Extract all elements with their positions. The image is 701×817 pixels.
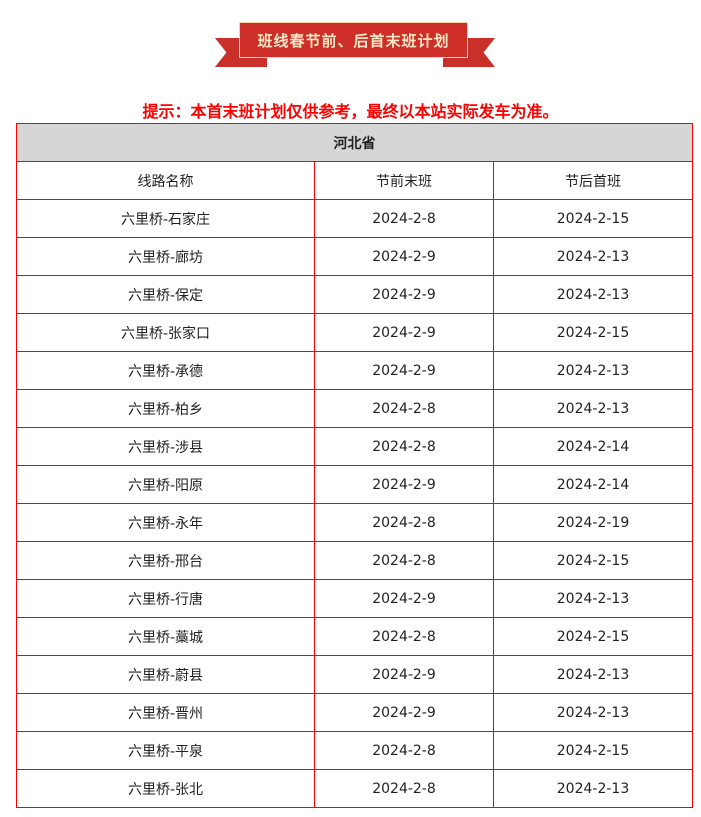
route-name: 六里桥-邢台 — [16, 541, 315, 580]
last-before-festival: 2024-2-9 — [314, 693, 494, 732]
table-row: 六里桥-邢台 2024-2-8 2024-2-15 — [16, 541, 694, 580]
table-row: 六里桥-柏乡 2024-2-8 2024-2-13 — [16, 389, 694, 428]
last-before-festival: 2024-2-8 — [314, 389, 494, 428]
title-banner: 班线春节前、后首末班计划 — [0, 0, 701, 80]
last-before-festival: 2024-2-9 — [314, 465, 494, 504]
route-name: 六里桥-永年 — [16, 503, 315, 542]
route-name: 六里桥-晋州 — [16, 693, 315, 732]
table-row: 六里桥-张家口 2024-2-9 2024-2-15 — [16, 313, 694, 352]
header-last-before: 节前末班 — [314, 161, 494, 200]
table-row: 六里桥-行唐 2024-2-9 2024-2-13 — [16, 579, 694, 618]
route-name: 六里桥-保定 — [16, 275, 315, 314]
first-after-festival: 2024-2-14 — [492, 465, 694, 504]
table-row: 六里桥-保定 2024-2-9 2024-2-13 — [16, 275, 694, 314]
first-after-festival: 2024-2-13 — [492, 275, 694, 314]
first-after-festival: 2024-2-13 — [492, 389, 694, 428]
first-after-festival: 2024-2-15 — [492, 313, 694, 352]
first-after-festival: 2024-2-15 — [492, 541, 694, 580]
table-row: 六里桥-永年 2024-2-8 2024-2-19 — [16, 503, 694, 542]
last-before-festival: 2024-2-8 — [314, 503, 494, 542]
last-before-festival: 2024-2-9 — [314, 275, 494, 314]
first-after-festival: 2024-2-13 — [492, 237, 694, 276]
first-after-festival: 2024-2-13 — [492, 769, 694, 808]
route-name: 六里桥-张北 — [16, 769, 315, 808]
last-before-festival: 2024-2-9 — [314, 655, 494, 694]
route-name: 六里桥-柏乡 — [16, 389, 315, 428]
header-row: 线路名称 节前末班 节后首班 — [16, 161, 694, 200]
route-name: 六里桥-平泉 — [16, 731, 315, 770]
last-before-festival: 2024-2-8 — [314, 427, 494, 466]
last-before-festival: 2024-2-8 — [314, 731, 494, 770]
last-before-festival: 2024-2-8 — [314, 617, 494, 656]
first-after-festival: 2024-2-13 — [492, 579, 694, 618]
table-row: 六里桥-涉县 2024-2-8 2024-2-14 — [16, 427, 694, 466]
route-name: 六里桥-行唐 — [16, 579, 315, 618]
last-before-festival: 2024-2-8 — [314, 199, 494, 238]
first-after-festival: 2024-2-15 — [492, 617, 694, 656]
first-after-festival: 2024-2-13 — [492, 693, 694, 732]
route-name: 六里桥-廊坊 — [16, 237, 315, 276]
schedule-table: 河北省 线路名称 节前末班 节后首班 六里桥-石家庄 2024-2-8 2024-2… — [15, 123, 694, 808]
last-before-festival: 2024-2-9 — [314, 351, 494, 390]
banner-title: 班线春节前、后首末班计划 — [239, 22, 468, 58]
last-before-festival: 2024-2-9 — [314, 237, 494, 276]
notice-text: 提示：本首末班计划仅供参考，最终以本站实际发车为准。 — [142, 102, 559, 121]
last-before-festival: 2024-2-8 — [314, 541, 494, 580]
first-after-festival: 2024-2-14 — [492, 427, 694, 466]
first-after-festival: 2024-2-15 — [492, 199, 694, 238]
table-row: 六里桥-平泉 2024-2-8 2024-2-15 — [16, 731, 694, 770]
first-after-festival: 2024-2-19 — [492, 503, 694, 542]
table-row: 六里桥-承德 2024-2-9 2024-2-13 — [16, 351, 694, 390]
table-row: 六里桥-晋州 2024-2-9 2024-2-13 — [16, 693, 694, 732]
route-name: 六里桥-石家庄 — [16, 199, 315, 238]
header-first-after: 节后首班 — [492, 161, 694, 200]
route-name: 六里桥-承德 — [16, 351, 315, 390]
first-after-festival: 2024-2-15 — [492, 731, 694, 770]
last-before-festival: 2024-2-9 — [314, 579, 494, 618]
route-name: 六里桥-张家口 — [16, 313, 315, 352]
route-name: 六里桥-涉县 — [16, 427, 315, 466]
table-row: 六里桥-阳原 2024-2-9 2024-2-14 — [16, 465, 694, 504]
header-route: 线路名称 — [16, 161, 315, 200]
province-name: 河北省 — [15, 123, 694, 162]
table-row: 六里桥-蔚县 2024-2-9 2024-2-13 — [16, 655, 694, 694]
table-row: 六里桥-廊坊 2024-2-9 2024-2-13 — [16, 237, 694, 276]
table-row: 六里桥-张北 2024-2-8 2024-2-13 — [16, 769, 694, 808]
province-row: 河北省 — [15, 123, 694, 162]
first-after-festival: 2024-2-13 — [492, 351, 694, 390]
first-after-festival: 2024-2-13 — [492, 655, 694, 694]
route-name: 六里桥-藁城 — [16, 617, 315, 656]
route-name: 六里桥-阳原 — [16, 465, 315, 504]
table-row: 六里桥-藁城 2024-2-8 2024-2-15 — [16, 617, 694, 656]
route-name: 六里桥-蔚县 — [16, 655, 315, 694]
table-row: 六里桥-石家庄 2024-2-8 2024-2-15 — [16, 199, 694, 238]
last-before-festival: 2024-2-9 — [314, 313, 494, 352]
last-before-festival: 2024-2-8 — [314, 769, 494, 808]
